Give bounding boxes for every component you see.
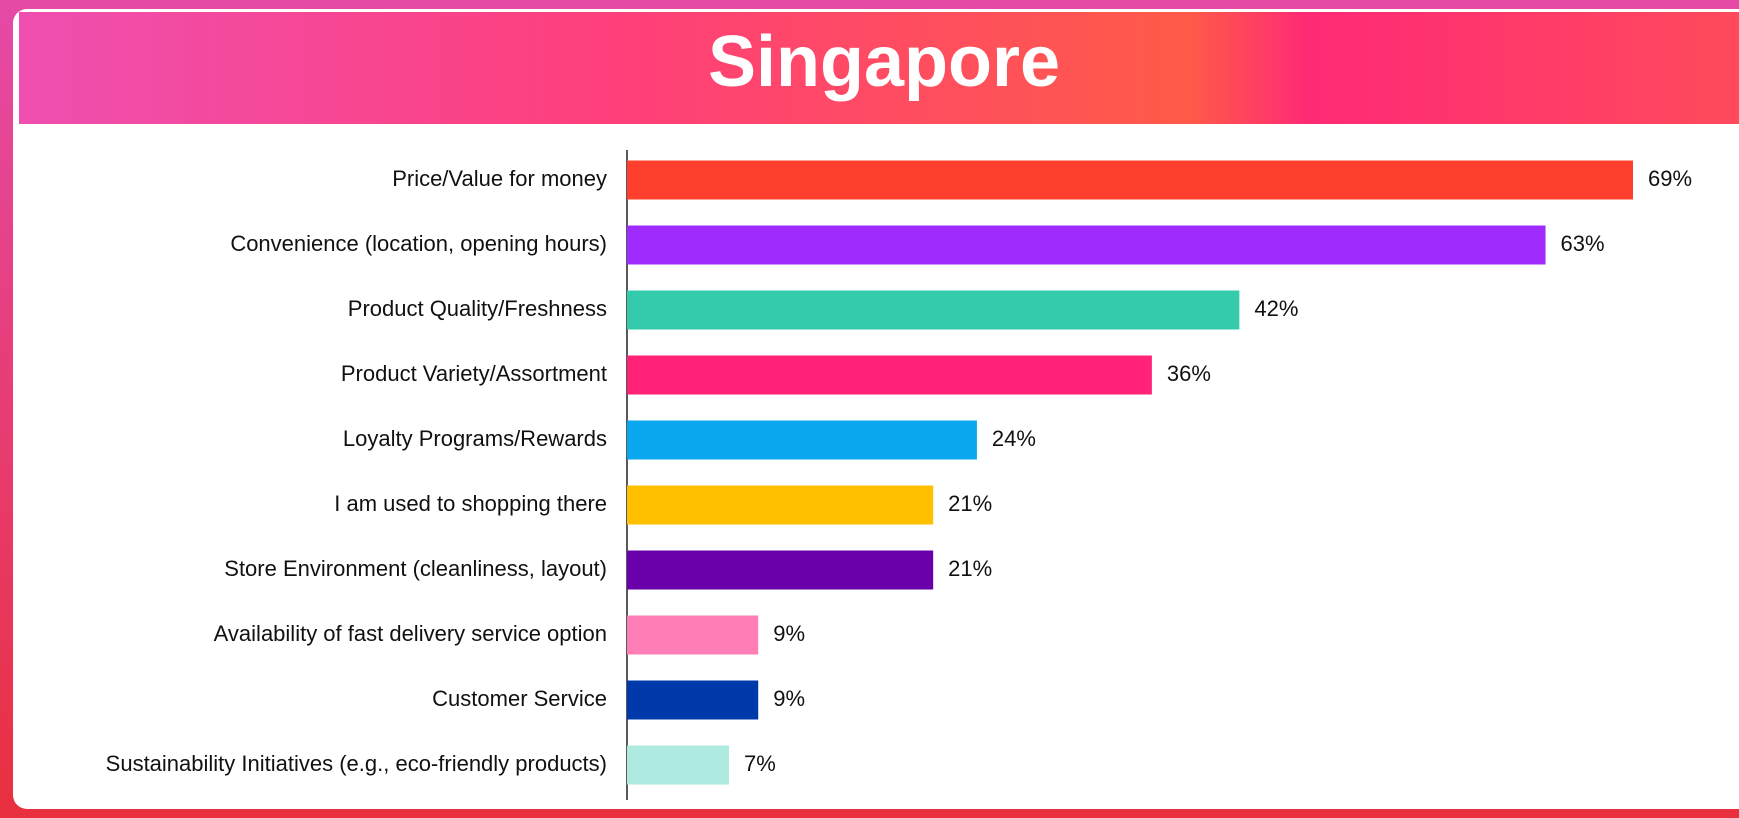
y-tick-label: Loyalty Programs/Rewards — [343, 426, 607, 451]
value-label: 63% — [1561, 231, 1605, 256]
value-label: 24% — [992, 426, 1036, 451]
page: Singapore Price/Value for money 69% Conven… — [0, 0, 1739, 818]
bar — [627, 356, 1152, 395]
bar — [627, 616, 758, 655]
value-label: 21% — [948, 556, 992, 581]
bar — [627, 681, 758, 720]
y-tick-label: Convenience (location, opening hours) — [230, 231, 607, 256]
value-label: 9% — [773, 621, 805, 646]
y-tick-label: Availability of fast delivery service op… — [214, 621, 607, 646]
value-label: 9% — [773, 686, 805, 711]
y-tick-label: Product Quality/Freshness — [348, 296, 607, 321]
value-label: 42% — [1254, 296, 1298, 321]
value-label: 36% — [1167, 361, 1211, 386]
value-label: 7% — [744, 751, 776, 776]
y-tick-label: Price/Value for money — [392, 166, 607, 191]
bar — [627, 161, 1633, 200]
bar — [627, 291, 1239, 330]
value-label: 69% — [1648, 166, 1692, 191]
bar — [627, 486, 933, 525]
chart-title: Singapore — [708, 22, 1060, 102]
y-tick-label: Store Environment (cleanliness, layout) — [224, 556, 607, 581]
y-tick-label: I am used to shopping there — [334, 491, 607, 516]
y-tick-label: Sustainability Initiatives (e.g., eco-fr… — [106, 751, 607, 776]
y-tick-label: Customer Service — [432, 686, 607, 711]
bar — [627, 226, 1546, 265]
value-label: 21% — [948, 491, 992, 516]
bar — [627, 421, 977, 460]
panel — [13, 9, 1739, 809]
bar — [627, 551, 933, 590]
y-tick-label: Product Variety/Assortment — [341, 361, 607, 386]
bar — [627, 746, 729, 785]
chart: Singapore Price/Value for money 69% Conven… — [0, 0, 1739, 818]
